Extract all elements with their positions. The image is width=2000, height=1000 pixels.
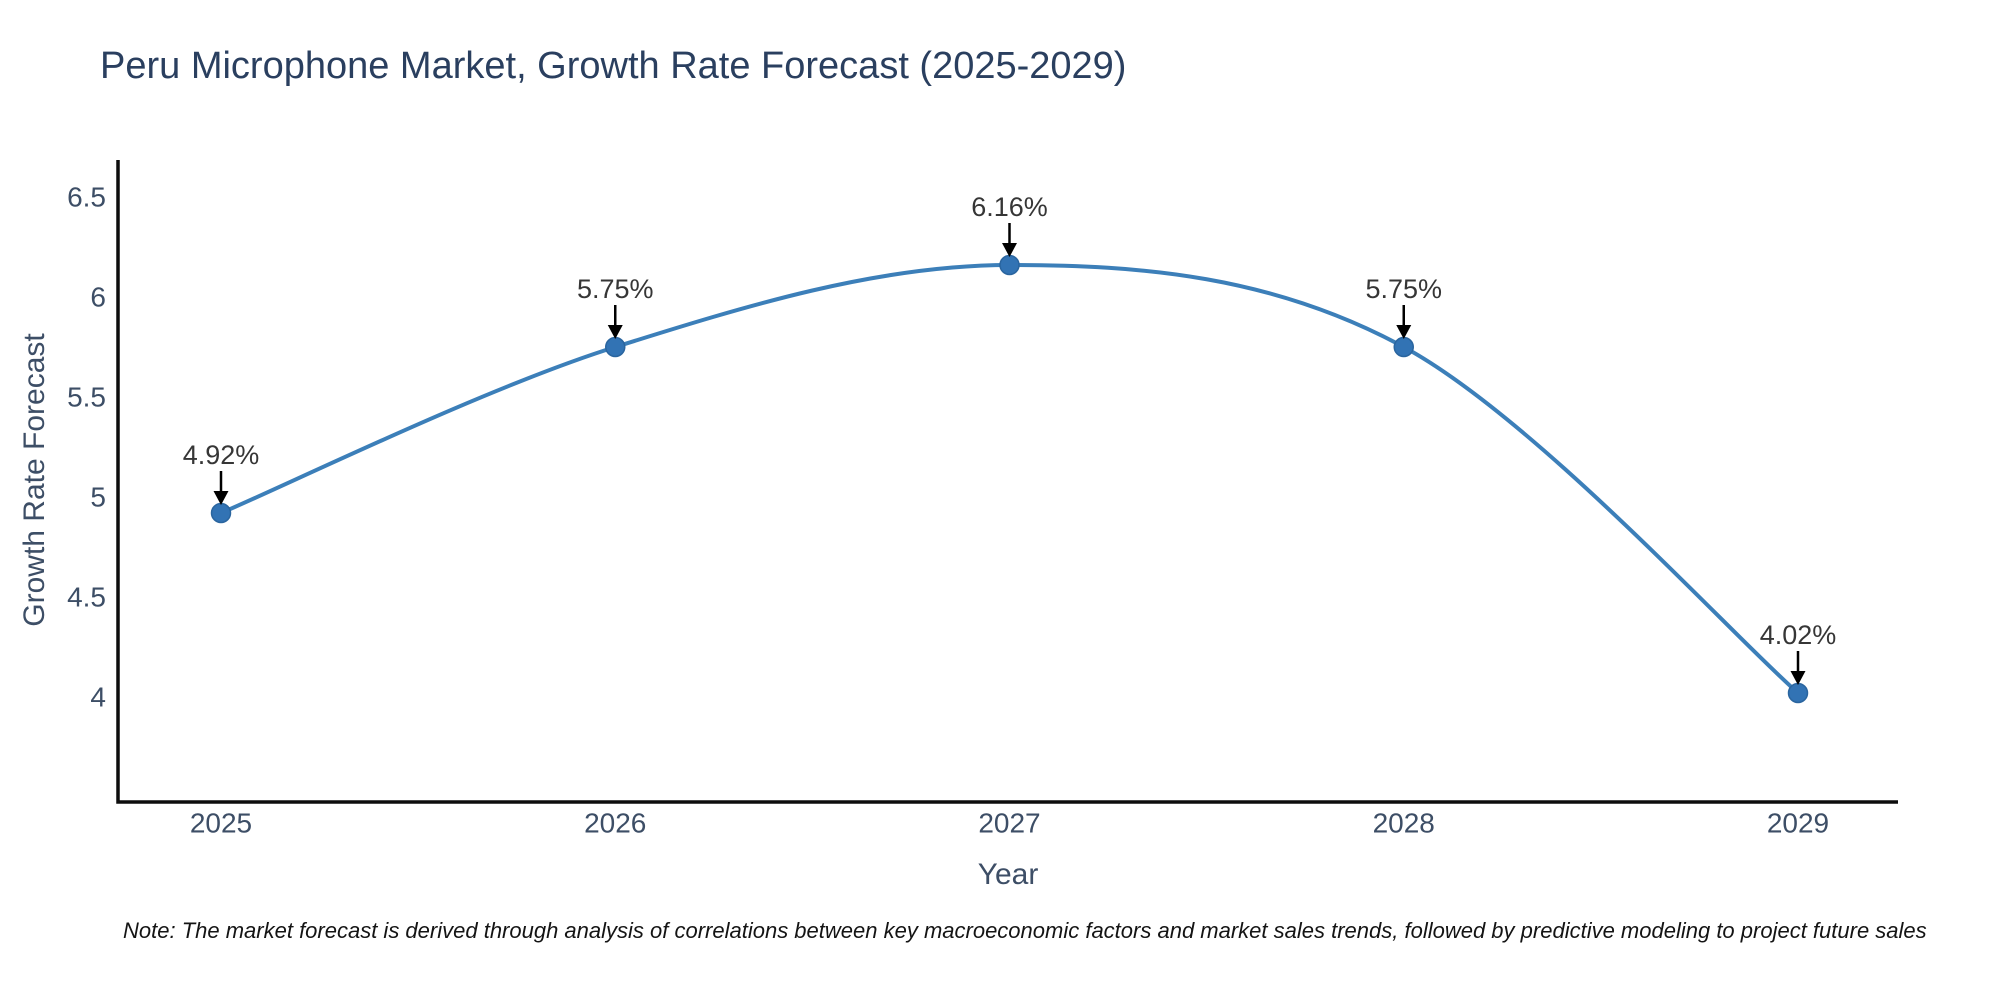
y-tick-label: 6.5 xyxy=(67,182,106,213)
data-point-value-label: 6.16% xyxy=(971,192,1048,222)
axis-spines xyxy=(116,160,1898,804)
annotation-arrowhead-icon xyxy=(1002,243,1017,257)
annotation-arrowhead-icon xyxy=(213,491,229,505)
data-point-marker xyxy=(210,502,232,524)
data-point-marker xyxy=(1787,682,1809,704)
forecast-line xyxy=(219,262,1800,695)
data-point-marker xyxy=(605,336,626,358)
annotation-arrowhead-icon xyxy=(607,325,623,339)
data-point-marker xyxy=(1393,336,1414,358)
annotation-arrowhead-icon xyxy=(1790,671,1806,685)
data-point-value-label: 4.92% xyxy=(183,440,260,470)
y-tick-label: 5 xyxy=(90,482,106,513)
annotation-arrowhead-icon xyxy=(1396,325,1412,339)
x-tick-label: 2026 xyxy=(584,808,646,839)
x-axis-title: Year xyxy=(977,858,1039,891)
y-tick-label: 5.5 xyxy=(67,382,106,413)
data-point-value-label: 5.75% xyxy=(577,274,654,304)
x-tick-label: 2029 xyxy=(1767,808,1829,839)
data-point-value-label: 4.02% xyxy=(1760,620,1837,650)
chart-title: Peru Microphone Market, Growth Rate Fore… xyxy=(100,45,1127,87)
y-tick-label: 6 xyxy=(90,282,106,313)
data-point-value-label: 5.75% xyxy=(1365,274,1442,304)
y-axis-title: Growth Rate Forecast xyxy=(18,333,51,627)
x-tick-label: 2028 xyxy=(1373,808,1435,839)
data-point-marker xyxy=(999,254,1020,276)
y-tick-label: 4 xyxy=(90,682,106,713)
x-tick-label: 2027 xyxy=(978,808,1040,839)
y-tick-label: 4.5 xyxy=(67,582,106,613)
footnote: Note: The market forecast is derived thr… xyxy=(123,918,1927,943)
x-tick-label: 2025 xyxy=(190,808,252,839)
